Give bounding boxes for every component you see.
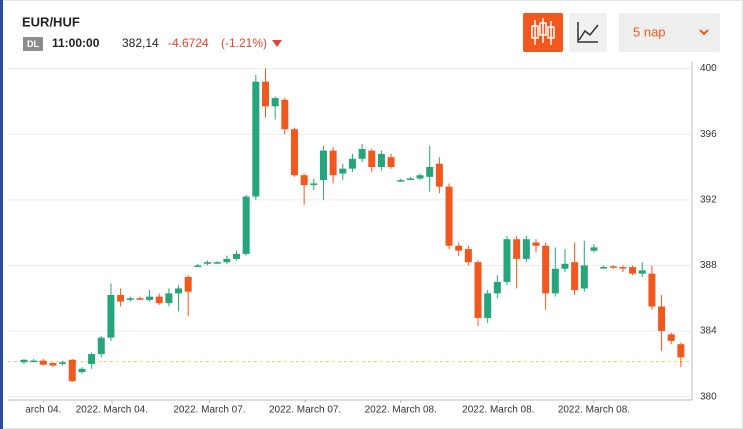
x-tick-label: 2022. March 04. — [76, 405, 148, 416]
candle-body — [658, 306, 666, 332]
candle-body — [677, 344, 685, 358]
candle-body — [571, 262, 579, 291]
candle-body — [290, 129, 298, 176]
candle-body — [667, 334, 675, 341]
candle-body — [648, 273, 656, 307]
y-tick-label: 396 — [700, 129, 717, 140]
y-tick-label: 392 — [700, 194, 717, 205]
period[interactable]: 5 nap — [633, 24, 666, 39]
candle-body — [78, 368, 86, 373]
candle-body — [387, 157, 395, 168]
symbol: EUR/HUF — [22, 14, 80, 29]
candle-body — [213, 262, 221, 264]
candle-body — [397, 180, 405, 182]
candle-body — [406, 178, 414, 180]
candle-body — [194, 265, 202, 267]
y-tick-label: 384 — [700, 326, 717, 337]
candle-body — [49, 363, 57, 366]
x-tick-label: 2022. March 07. — [173, 405, 245, 416]
accent-bar — [0, 0, 3, 429]
down-arrow — [272, 40, 282, 47]
candle-body — [146, 296, 154, 300]
badge-bg — [23, 37, 43, 51]
candle-body — [580, 265, 588, 289]
candle-body — [300, 175, 308, 186]
candle-body — [484, 293, 492, 318]
last-price: 382,14 — [122, 36, 159, 50]
candle-body — [204, 262, 212, 264]
candle-body — [136, 298, 144, 300]
candle-body — [107, 294, 115, 338]
candle-body — [368, 150, 376, 168]
candle-body — [233, 253, 241, 259]
candle-body — [493, 281, 501, 294]
candle-body — [455, 245, 463, 251]
candle-body — [88, 354, 96, 364]
candle-body — [175, 288, 183, 294]
candle-body — [242, 196, 250, 254]
x-tick-label: arch 04. — [25, 405, 61, 416]
candle-body — [126, 298, 134, 300]
candle-body — [590, 247, 598, 251]
candle-body — [532, 242, 540, 246]
candle-body — [20, 359, 28, 363]
candle-body — [319, 150, 327, 181]
candle-body — [358, 148, 366, 159]
change-pct: (-1.21%) — [221, 36, 267, 50]
candle-body — [522, 239, 530, 259]
candle-body — [223, 258, 231, 263]
change: -4.6724 — [168, 36, 209, 50]
candle-body — [68, 359, 76, 382]
candle-body — [609, 266, 617, 268]
candle-body — [600, 267, 608, 269]
candle-body — [184, 276, 192, 292]
candle-body — [155, 296, 163, 304]
candle-body — [503, 239, 511, 282]
y-tick-label: 400 — [700, 63, 717, 74]
candle-body — [445, 186, 453, 246]
line-button[interactable] — [569, 13, 607, 52]
time: 11:00:00 — [52, 36, 100, 50]
period-dropdown[interactable]: 5 nap — [619, 13, 720, 52]
candle-body — [619, 267, 627, 269]
x-tick-label: 2022. March 08. — [558, 405, 630, 416]
badge: DL — [27, 39, 39, 49]
candle-body — [30, 360, 38, 363]
candle-body — [416, 175, 424, 179]
x-tick-label: 2022. March 07. — [269, 405, 341, 416]
candle-body — [561, 263, 569, 269]
candle-body — [638, 270, 646, 274]
candle-body — [165, 293, 173, 304]
x-tick-label: 2022. March 08. — [462, 405, 534, 416]
candle-body — [513, 239, 521, 259]
candle-body — [348, 158, 356, 169]
candle-body — [261, 81, 269, 107]
candle-body — [629, 267, 637, 274]
y-tick-label: 388 — [700, 260, 717, 271]
candle-body — [377, 153, 385, 168]
dropdown-bg[interactable] — [619, 13, 720, 52]
candle-body — [97, 337, 105, 355]
x-tick-label: 2022. March 08. — [365, 405, 437, 416]
candle-body — [464, 249, 472, 263]
y-tick-label: 380 — [700, 391, 717, 402]
candle-body — [252, 81, 260, 197]
candle-body — [59, 362, 67, 364]
candle-body — [271, 98, 279, 107]
candle-body — [426, 167, 434, 177]
candle-body — [117, 294, 125, 302]
candle-body — [474, 262, 482, 318]
candle-body — [542, 245, 550, 294]
candle-body — [551, 268, 559, 294]
candle-body — [339, 168, 347, 174]
candle-body — [329, 150, 337, 176]
candle-body — [39, 360, 47, 365]
candle-body — [310, 183, 318, 186]
candle-body — [435, 163, 443, 187]
candle-button[interactable] — [523, 13, 563, 52]
candle-body — [281, 99, 289, 130]
